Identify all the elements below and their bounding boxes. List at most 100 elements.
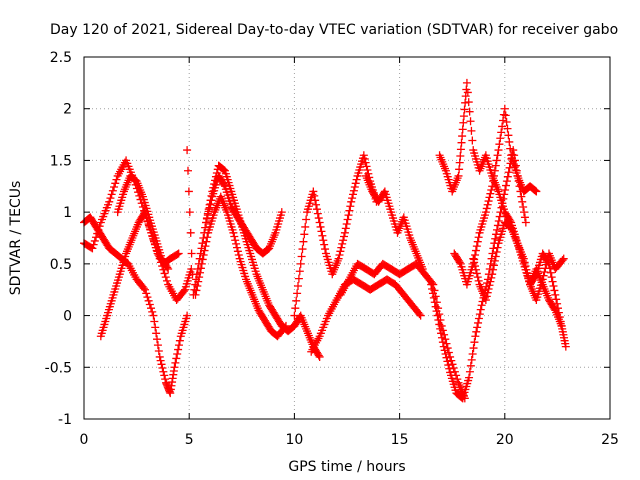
data-point-trail xyxy=(491,252,500,261)
x-tick-label: 5 xyxy=(185,432,194,448)
data-point xyxy=(481,208,490,217)
data-point-trail xyxy=(517,192,526,201)
data-point-trail xyxy=(160,371,169,380)
data-point-trail xyxy=(299,237,308,246)
data-point xyxy=(446,352,455,361)
data-point-trail xyxy=(198,255,207,264)
data-point-trail xyxy=(349,186,358,195)
data-point xyxy=(544,259,553,268)
data-point-trail xyxy=(107,190,116,199)
data-point-trail xyxy=(471,246,480,255)
data-point-trail xyxy=(503,172,512,181)
x-tick-label: 10 xyxy=(285,432,303,448)
data-point xyxy=(334,254,343,263)
data-point-trail xyxy=(505,137,514,146)
data-point-trail xyxy=(448,360,457,369)
data-point xyxy=(494,146,503,155)
x-tick-label: 0 xyxy=(80,432,89,448)
data-point xyxy=(532,187,541,196)
data-point xyxy=(315,218,324,227)
data-point-trail xyxy=(503,124,512,133)
data-point-trail xyxy=(492,248,501,257)
data-point-trail xyxy=(338,239,347,248)
data-point-trail xyxy=(441,349,450,358)
data-point-trail xyxy=(449,364,458,373)
data-point-trail xyxy=(484,284,493,293)
data-point-trail xyxy=(320,240,329,249)
data-point-trail xyxy=(523,269,532,278)
data-point-trail xyxy=(220,166,229,175)
data-point-trail xyxy=(498,122,507,131)
data-point-trail xyxy=(171,358,180,367)
data-point-trail xyxy=(497,128,506,137)
y-tick-label: 2.5 xyxy=(50,50,72,66)
data-point-trail xyxy=(314,351,323,360)
data-point-trail xyxy=(196,268,205,277)
axis-ticks xyxy=(83,56,611,420)
data-point-trail xyxy=(186,228,195,237)
data-point-trail xyxy=(153,335,162,344)
data-point-trail xyxy=(473,273,482,282)
data-point xyxy=(488,182,497,191)
data-point-trail xyxy=(361,158,370,167)
data-point-trail xyxy=(298,245,307,254)
data-point-trail xyxy=(94,225,103,234)
data-point xyxy=(149,311,158,320)
data-point-trail xyxy=(147,304,156,313)
data-point xyxy=(290,311,299,320)
data-point-trail xyxy=(428,284,437,293)
data-point xyxy=(418,265,427,274)
data-point-trail xyxy=(483,288,492,297)
data-point-trail xyxy=(471,250,480,259)
data-point xyxy=(427,280,436,289)
data-point-trail xyxy=(362,162,371,171)
data-point-trail xyxy=(280,323,289,332)
series-track-15 xyxy=(469,218,568,305)
data-point-trail xyxy=(89,240,98,249)
data-point xyxy=(191,290,200,299)
data-point-trail xyxy=(193,282,202,291)
data-point-trail xyxy=(472,269,481,278)
data-point-trail xyxy=(438,338,447,347)
data-point-trail xyxy=(344,211,353,220)
data-point-trail xyxy=(501,185,510,194)
data-point-trail xyxy=(151,323,160,332)
data-point-trail xyxy=(521,262,530,271)
data-point-trail xyxy=(504,131,513,140)
data-point-trail xyxy=(467,355,476,364)
data-point xyxy=(315,352,324,361)
data-point-trail xyxy=(443,357,452,366)
x-axis-label: GPS time / hours xyxy=(288,459,405,475)
data-point-trail xyxy=(184,187,193,196)
data-point-trail xyxy=(313,209,322,218)
data-point-trail xyxy=(352,175,361,184)
data-point-trail xyxy=(522,265,531,274)
data-point-trail xyxy=(204,207,213,216)
data-point-trail xyxy=(173,250,182,259)
data-point-trail xyxy=(310,191,319,200)
data-point-trail xyxy=(465,107,474,116)
data-point-trail xyxy=(544,258,553,267)
data-point-trail xyxy=(482,292,491,301)
data-point-trail xyxy=(175,336,184,345)
series-track-6 xyxy=(202,171,286,258)
data-point-trail xyxy=(379,188,388,197)
data-point-trail xyxy=(317,227,326,236)
data-point-trail xyxy=(494,217,503,226)
data-point-trail xyxy=(93,229,102,238)
data-point xyxy=(164,265,173,274)
data-point xyxy=(462,78,471,87)
data-point-trail xyxy=(199,250,208,259)
data-point-trail xyxy=(159,367,168,376)
data-point xyxy=(500,104,509,113)
data-point-trail xyxy=(473,323,482,332)
data-point-trail xyxy=(467,126,476,135)
data-point-trail xyxy=(466,361,475,370)
data-point-trail xyxy=(468,136,477,145)
data-point-trail xyxy=(546,268,555,277)
data-point-trail xyxy=(555,313,564,322)
data-point-trail xyxy=(300,230,309,239)
y-tick-labels: -1 -0.5 0 0.5 1 1.5 2 2.5 xyxy=(45,50,72,428)
data-point-trail xyxy=(430,298,439,307)
data-point-trail xyxy=(490,166,499,175)
